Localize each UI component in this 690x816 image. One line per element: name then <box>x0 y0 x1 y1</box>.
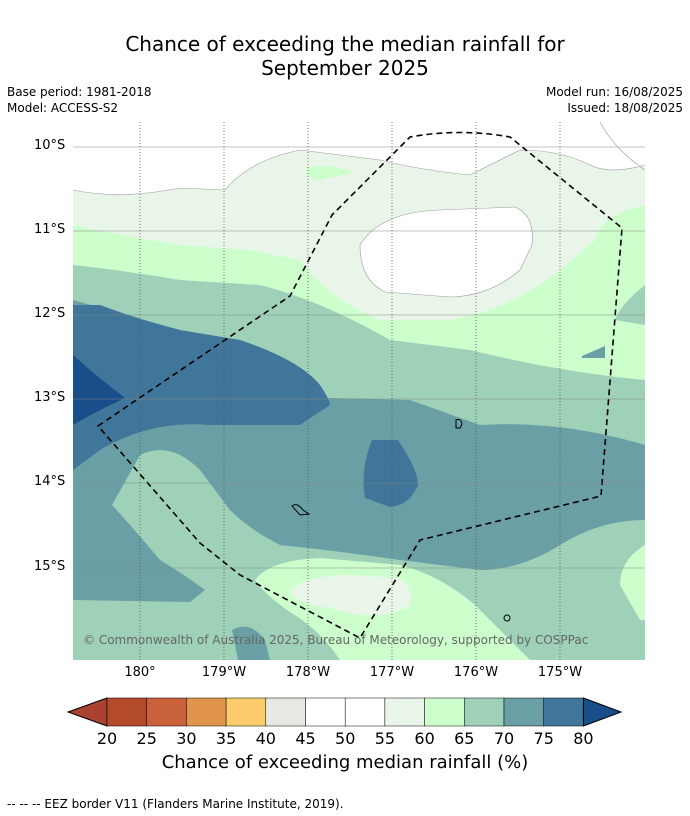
colorbar-tick-45: 45 <box>295 729 316 748</box>
contour-fill <box>73 122 645 660</box>
colorbar-tick-30: 30 <box>176 729 197 748</box>
colorbar-tick-80: 80 <box>573 729 594 748</box>
contour-50-55-top <box>73 122 645 195</box>
colorbar <box>66 697 623 727</box>
colorbar-tick-40: 40 <box>255 729 276 748</box>
base-period: Base period: 1981-2018 <box>7 85 152 99</box>
lat-label-12s: 12°S <box>34 306 66 321</box>
issued-date: Issued: 18/08/2025 <box>567 101 683 115</box>
latitude-gridlines <box>73 146 645 569</box>
contour-65-70-bottom <box>73 450 645 660</box>
colorbar-extend-high <box>582 697 623 727</box>
colorbar-bin-35-40 <box>225 697 267 727</box>
lon-label-180: 180° <box>124 665 156 680</box>
colorbar-bin-60-65 <box>424 697 465 727</box>
colorbar-tick-70: 70 <box>493 729 515 748</box>
lat-label-15s: 15°S <box>34 559 66 574</box>
map-title-line1: Chance of exceeding the median rainfall … <box>125 32 565 56</box>
contour-70-75-bottom-left <box>232 626 270 660</box>
lon-label-178w: 178°W <box>285 665 331 680</box>
colorbar-tick-35: 35 <box>215 729 237 748</box>
colorbar-bin-45-50 <box>305 697 346 727</box>
lat-label-11s: 11°S <box>34 222 66 237</box>
colorbar-bin-40-45 <box>265 697 306 727</box>
colorbar-bin-55-60 <box>384 697 425 727</box>
eez-border <box>96 131 623 640</box>
colorbar-tick-55: 55 <box>374 729 396 748</box>
colorbar-tick-75: 75 <box>533 729 554 748</box>
colorbar-extend-low <box>66 697 108 727</box>
colorbar-bin-65-70 <box>464 697 505 727</box>
colorbar-tick-60: 60 <box>414 729 435 748</box>
colorbar-bin-20-25 <box>106 697 147 727</box>
colorbar-tick-25: 25 <box>136 729 157 748</box>
contour-above-80 <box>73 355 125 425</box>
lon-label-179w: 179°W <box>201 665 247 680</box>
colorbar-tick-20: 20 <box>96 729 118 748</box>
island-2 <box>291 504 311 516</box>
island-1 <box>455 419 463 429</box>
model-run: Model run: 16/08/2025 <box>545 85 683 99</box>
colorbar-bin-50-55 <box>344 697 386 727</box>
contour-50-55-center <box>360 207 533 297</box>
island-3 <box>503 614 511 622</box>
contour-60-65-spot <box>305 165 355 180</box>
copyright-notice: © Commonwealth of Australia 2025, Bureau… <box>83 633 589 647</box>
colorbar-bin-70-75 <box>503 697 544 727</box>
lat-label-13s: 13°S <box>34 390 66 405</box>
contour-75-80-left <box>73 305 330 470</box>
map-title-line2: September 2025 <box>261 56 429 80</box>
lat-label-14s: 14°S <box>34 474 66 489</box>
colorbar-bin-25-30 <box>146 697 187 727</box>
contour-75-80-center <box>363 440 418 507</box>
lon-label-177w: 177°W <box>369 665 415 680</box>
colorbar-title: Chance of exceeding median rainfall (%) <box>161 752 529 773</box>
contour-70-75-spot <box>582 346 605 358</box>
eez-legend: -- -- -- EEZ border V11 (Flanders Marine… <box>7 797 344 811</box>
lon-label-176w: 176°W <box>453 665 499 680</box>
lat-label-10s: 10°S <box>34 138 66 153</box>
colorbar-tick-50: 50 <box>335 729 356 748</box>
colorbar-tick-65: 65 <box>454 729 475 748</box>
lon-label-175w: 175°W <box>537 665 583 680</box>
contour-lines <box>73 122 645 298</box>
colorbar-bin-75-80 <box>543 697 584 727</box>
contour-55-60-bottom <box>290 575 412 616</box>
model-name: Model: ACCESS-S2 <box>7 101 119 115</box>
colorbar-bin-30-35 <box>186 697 227 727</box>
